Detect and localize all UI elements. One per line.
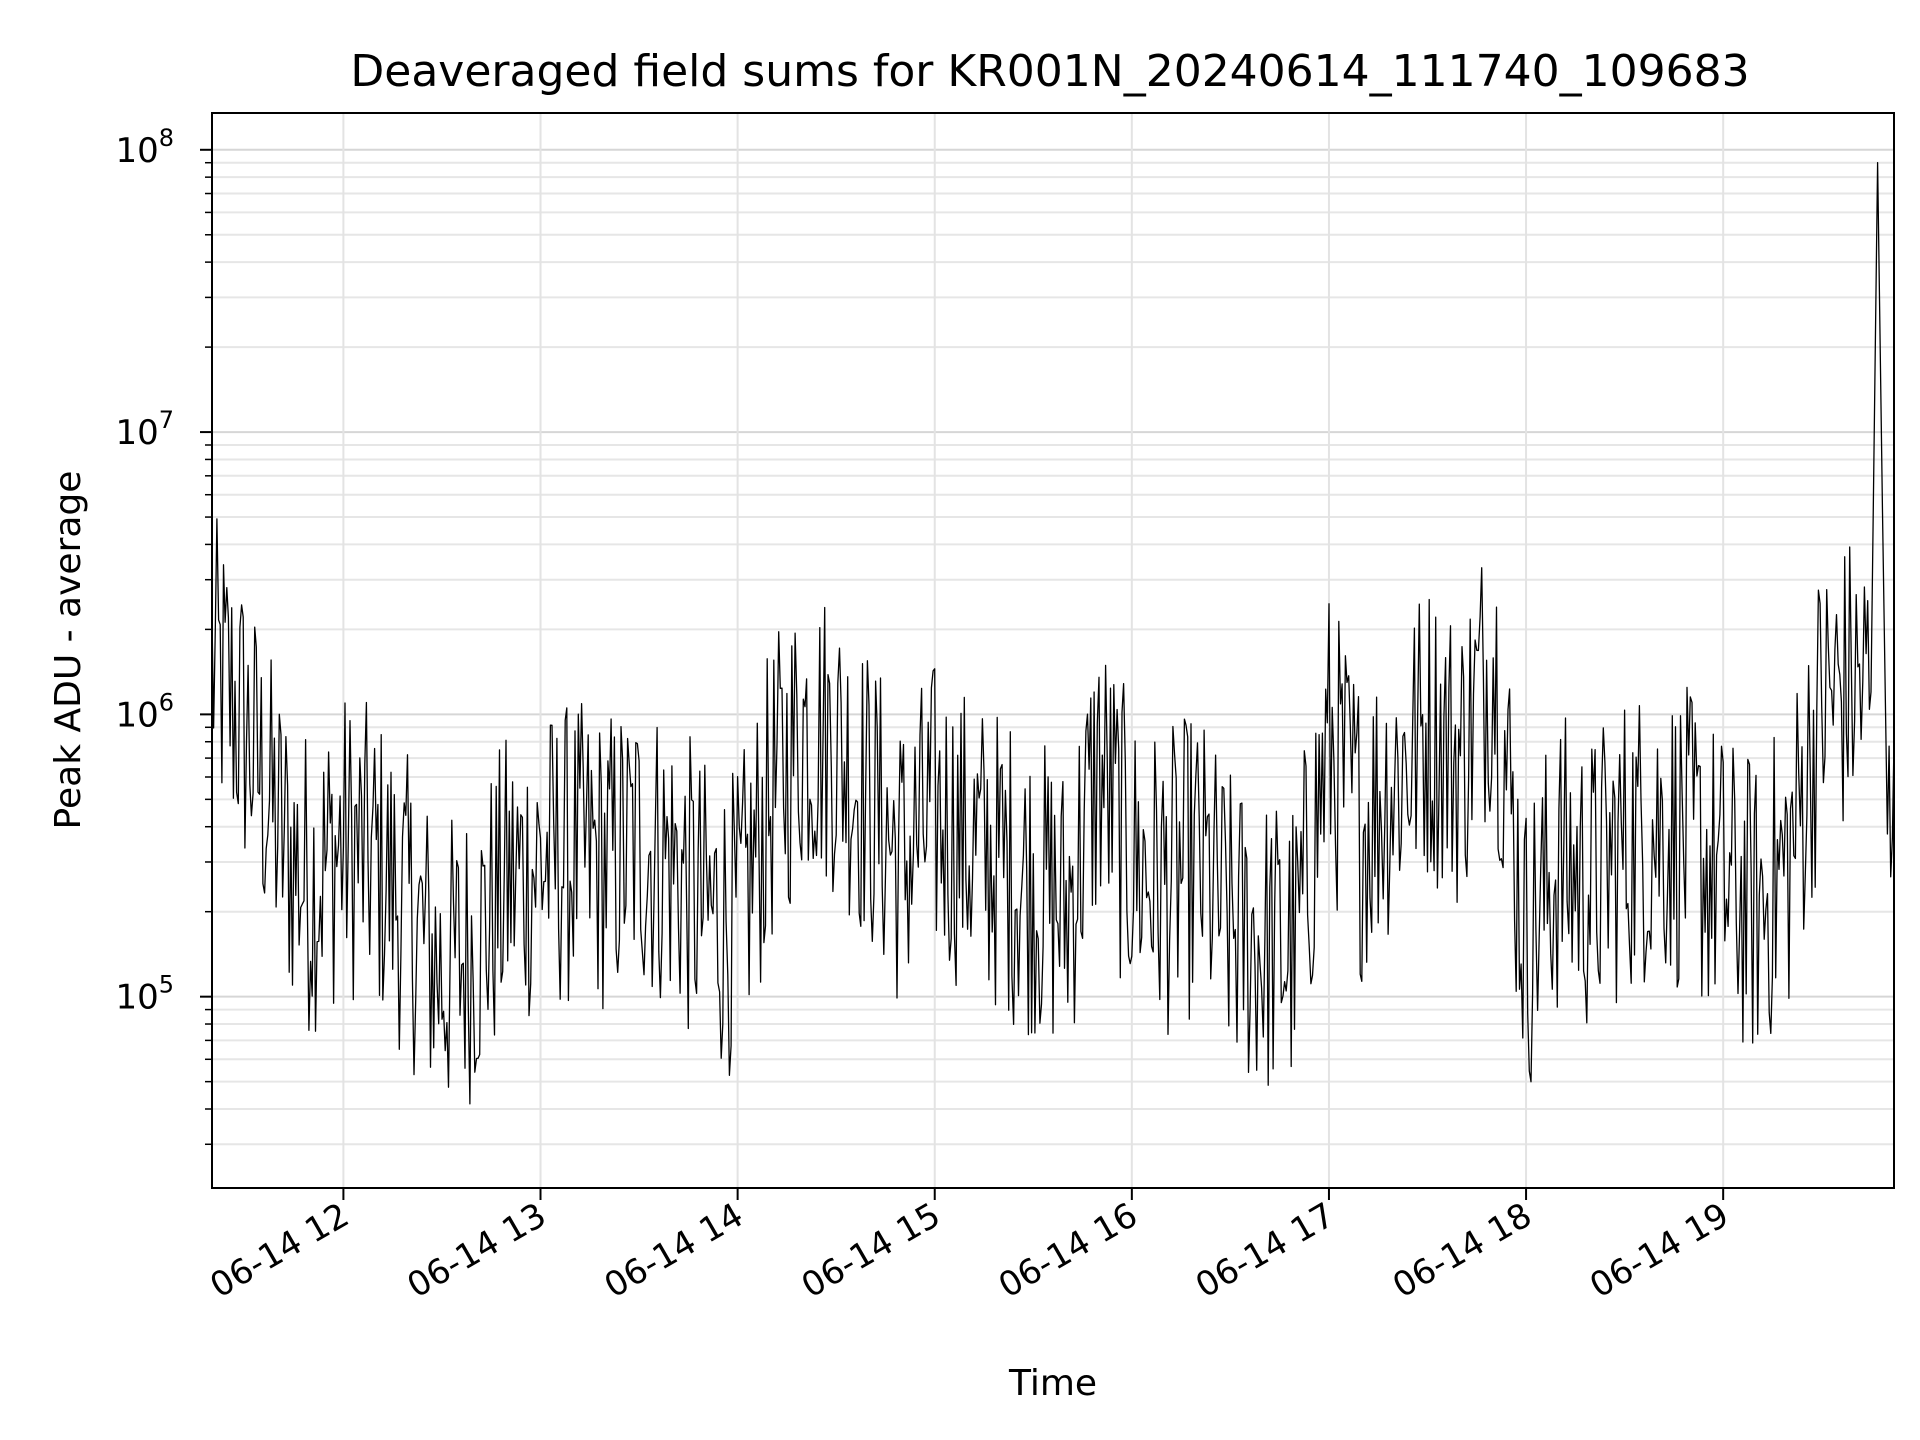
x-tick-label: 06-14 18 (1386, 1195, 1538, 1306)
x-tick-label: 06-14 13 (401, 1195, 553, 1306)
grid (212, 113, 1894, 1188)
series-line (211, 162, 1895, 1105)
y-axis-label: Peak ADU - average (48, 471, 89, 830)
y-tick-label: 106 (115, 688, 174, 735)
chart-title: Deaveraged field sums for KR001N_2024061… (350, 46, 1749, 97)
x-tick-label: 06-14 16 (992, 1195, 1144, 1306)
data-line (211, 162, 1895, 1105)
y-tick-label: 105 (115, 971, 174, 1018)
y-tick-label: 107 (115, 406, 174, 453)
y-axis: 105 106 107 108 (115, 124, 212, 1146)
x-tick-label: 06-14 14 (598, 1195, 750, 1306)
y-tick-label: 108 (115, 124, 174, 171)
plot-frame (211, 112, 1895, 1189)
x-axis: 06-14 12 06-14 13 06-14 14 06-14 15 06-14 16… (204, 1188, 1736, 1306)
x-tick-label: 06-14 19 (1583, 1195, 1735, 1306)
x-tick-label: 06-14 15 (795, 1195, 947, 1306)
x-tick-label: 06-14 12 (204, 1195, 356, 1306)
x-axis-label: Time (1008, 1363, 1097, 1404)
x-tick-label: 06-14 17 (1189, 1195, 1341, 1306)
